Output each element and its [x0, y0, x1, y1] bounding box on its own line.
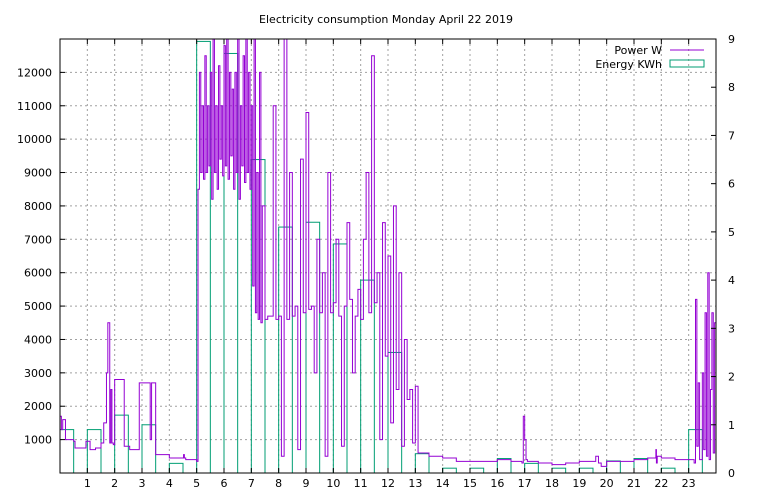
x-tick-label: 13 [408, 477, 422, 490]
x-tick-label: 6 [221, 477, 228, 490]
y2-tick-label: 9 [728, 33, 735, 46]
energy-bar [168, 462, 184, 474]
energy-bar [114, 414, 129, 474]
energy-bar [578, 467, 594, 474]
y-tick-label: 4000 [24, 333, 52, 346]
energy-bar [141, 424, 157, 474]
y-tick-label: 6000 [24, 267, 52, 280]
y-tick-label: 2000 [24, 400, 52, 413]
energy-bar [86, 429, 102, 474]
x-tick-label: 7 [248, 477, 255, 490]
x-tick-label: 5 [193, 477, 200, 490]
y-tick-label: 8000 [24, 200, 52, 213]
x-tick-label: 4 [166, 477, 173, 490]
y2-tick-label: 3 [728, 322, 735, 335]
energy-bar [633, 458, 649, 474]
x-tick-label: 14 [436, 477, 450, 490]
chart-title: Electricity consumption Monday April 22 … [259, 13, 513, 26]
y2-tick-label: 8 [728, 81, 735, 94]
x-tick-label: 19 [572, 477, 586, 490]
x-tick-label: 18 [545, 477, 559, 490]
energy-bar [442, 467, 457, 474]
x-tick-label: 1 [84, 477, 91, 490]
energy-bar [332, 243, 348, 474]
y-tick-label: 9000 [24, 167, 52, 180]
x-tick-label: 8 [275, 477, 282, 490]
x-tick-label: 17 [518, 477, 532, 490]
x-tick-label: 3 [139, 477, 146, 490]
y2-tick-label: 5 [728, 226, 735, 239]
energy-bar [496, 458, 512, 474]
legend-energy-swatch [669, 59, 705, 68]
y-tick-label: 10000 [17, 133, 52, 146]
power-line [60, 38, 716, 467]
energy-bar [387, 351, 403, 474]
y2-tick-label: 0 [728, 467, 735, 480]
energy-bar [469, 467, 485, 474]
legend: Power W Energy KWh [595, 44, 705, 71]
x-tick-label: 9 [303, 477, 310, 490]
energy-bar [551, 467, 567, 474]
y2-tick-label: 1 [728, 419, 735, 432]
energy-bar [660, 467, 676, 474]
energy-bar [305, 221, 321, 474]
y-tick-label: 7000 [24, 233, 52, 246]
x-tick-label: 11 [354, 477, 368, 490]
x-tick-label: 2 [111, 477, 118, 490]
axis-ticks: 1 2 3 4 5 6 7 8 9 10 11 12 13 14 15 16 17 18 19 20 21 22 23100… [17, 33, 735, 490]
y2-tick-label: 6 [728, 178, 735, 191]
x-tick-label: 20 [600, 477, 614, 490]
y-tick-label: 1000 [24, 434, 52, 447]
energy-bar [524, 462, 539, 474]
energy-bar [360, 279, 375, 474]
x-tick-label: 15 [463, 477, 477, 490]
legend-energy-label: Energy KWh [595, 58, 662, 71]
energy-bar [414, 453, 430, 474]
power-series [60, 38, 716, 467]
energy-bar [59, 429, 75, 474]
legend-power-label: Power W [614, 44, 662, 57]
x-tick-label: 16 [490, 477, 504, 490]
y-tick-label: 3000 [24, 367, 52, 380]
x-tick-label: 12 [381, 477, 395, 490]
y-tick-label: 11000 [17, 100, 52, 113]
energy-bar [278, 226, 293, 474]
y2-tick-label: 2 [728, 371, 735, 384]
y2-tick-label: 4 [728, 274, 735, 287]
energy-bar [606, 460, 621, 474]
y-tick-label: 5000 [24, 300, 52, 313]
y2-tick-label: 7 [728, 129, 735, 142]
x-tick-label: 21 [627, 477, 641, 490]
x-tick-label: 22 [654, 477, 668, 490]
x-tick-label: 10 [326, 477, 340, 490]
x-tick-label: 23 [682, 477, 696, 490]
y-tick-label: 12000 [17, 66, 52, 79]
